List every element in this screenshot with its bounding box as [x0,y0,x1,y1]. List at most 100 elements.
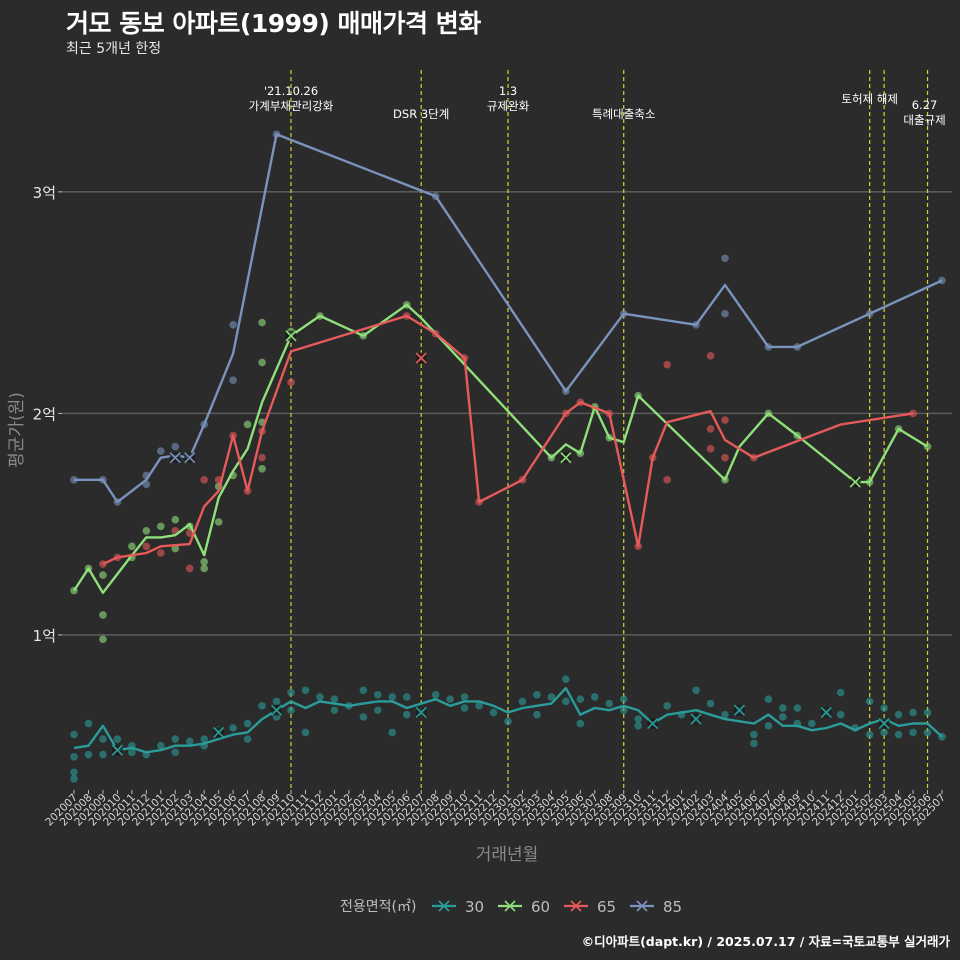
data-point-30 [909,728,917,737]
data-point-30 [750,730,758,739]
chart-subtitle: 최근 5개년 한정 [66,41,162,57]
data-point-85 [171,442,180,451]
series-line-30 [73,686,943,754]
legend-key-cross-85 [636,900,648,912]
event-label: 특례대출축소 [592,107,655,121]
cross-marker-65 [415,352,427,364]
data-point-65 [258,453,266,462]
data-point-65 [157,549,165,557]
data-point-30 [99,735,107,743]
data-point-30 [229,724,237,732]
data-point-30 [70,730,78,739]
legend-title: 전용면적(㎡) [340,899,416,915]
event-label: 6.27 대출규제 [903,98,945,127]
data-point-85 [229,376,237,384]
data-point-30 [764,721,773,730]
data-point-30 [460,704,469,712]
data-point-30 [301,686,310,695]
data-point-60 [200,564,208,573]
data-point-30 [157,741,165,750]
legend-key-cross-60 [504,900,516,912]
data-point-65 [706,351,715,360]
data-point-30 [634,715,642,723]
data-point-30 [113,735,122,743]
data-point-30 [793,704,802,712]
data-point-65 [142,542,151,551]
data-point-30 [619,695,628,703]
data-point-30 [330,695,339,703]
data-point-30 [836,688,845,697]
data-point-30 [489,708,498,717]
data-point-65 [721,453,729,462]
data-point-30 [258,702,266,710]
data-point-30 [330,706,339,715]
cross-marker-30 [111,744,123,756]
data-point-85 [229,320,237,329]
data-point-30 [909,708,917,717]
data-point-30 [576,695,585,703]
data-point-60 [157,522,165,531]
data-point-30 [533,690,541,699]
data-point-85 [721,309,729,318]
legend-label-85: 85 [663,898,682,916]
legend-label-65: 65 [597,898,616,916]
data-point-60 [171,544,180,553]
data-point-30 [547,693,556,701]
cross-marker-30 [820,706,832,719]
event-label: DSR 3단계 [393,107,449,121]
data-point-60 [258,318,266,327]
data-point-30 [99,750,107,759]
data-point-30 [70,752,78,761]
data-point-30 [301,728,310,737]
cross-marker-30 [647,717,659,730]
data-point-30 [880,704,888,712]
y-axis-title: 평균가(원) [7,392,27,468]
source-caption: ©디아파트(dapt.kr) / 2025.07.17 / 자료=국토교통부 실… [581,934,950,949]
data-point-65 [287,378,295,387]
data-point-30 [591,693,599,701]
data-point-65 [663,360,671,369]
series-line-65 [102,314,914,566]
data-point-30 [431,690,440,699]
data-point-30 [764,695,773,703]
y-tick-label: 1억 [33,627,56,645]
data-point-30 [402,693,411,701]
data-point-65 [185,564,194,573]
data-point-30 [243,719,252,728]
x-axis-title: 거래년월 [476,845,539,865]
data-point-30 [634,721,642,730]
data-point-60 [243,420,252,429]
event-label: 토허제 해제 [841,92,898,106]
series-line-85 [74,133,943,504]
data-point-30 [171,748,180,757]
data-point-60 [214,518,223,526]
data-point-30 [779,704,787,712]
data-point-30 [576,719,585,728]
series-line-60 [72,303,929,594]
cross-marker-85 [184,452,196,464]
data-point-60 [99,571,107,579]
data-point-60 [258,464,266,473]
data-point-30 [84,719,93,728]
data-point-65 [721,416,729,424]
data-point-30 [562,697,570,706]
data-point-30 [185,737,194,746]
data-point-30 [70,775,78,783]
data-point-30 [894,710,903,719]
cross-marker-30 [878,717,890,730]
cross-marker-30 [213,726,225,738]
data-point-30 [388,728,397,737]
legend-key-cross-30 [438,900,450,912]
cross-marker-60 [849,476,861,488]
data-point-85 [721,254,729,263]
data-point-30 [750,739,758,748]
event-label: 1.3 규제완화 [487,84,530,113]
data-point-30 [721,710,729,719]
data-point-65 [706,425,715,433]
chart-title: 거모 동보 아파트(1999) 매매가격 변화 [66,9,481,38]
data-point-30 [374,706,382,715]
data-point-30 [779,713,787,721]
data-point-30 [836,710,845,719]
cross-marker-30 [270,704,283,716]
data-point-30 [865,730,874,739]
